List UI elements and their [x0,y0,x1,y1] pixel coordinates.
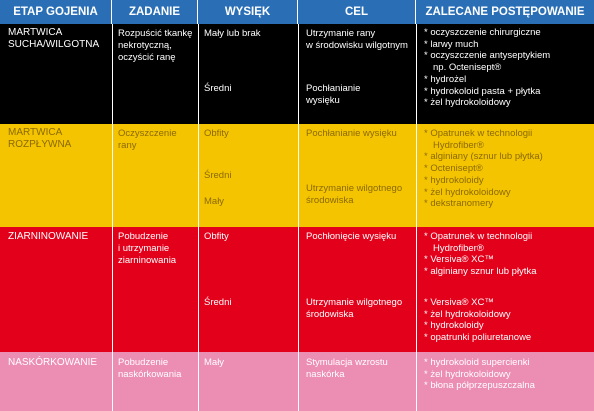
list-item: * żel hydrokoloidowy [424,368,511,380]
goal-1-line-2: w środowisku wilgotnym [306,40,408,51]
task-line-1: Pobudzenie [118,357,169,368]
goal-1-line-2: naskórka [306,369,345,380]
goal-2-line-2: wysięku [306,95,340,106]
list-item: * oczyszczenie antyseptykiem [424,50,551,62]
actions-list-2: * Versiva® XC™ * żel hydrokoloidowy * hy… [424,297,531,344]
goal-2-line-1: Utrzymanie wilgotnego [306,297,403,308]
goal-1: Pochłanianie wysięku [306,128,397,139]
list-item: * hydrożel [424,73,467,85]
row-ziarninowanie: ZIARNINOWANIE Pobudzenie i utrzymanie zi… [0,227,594,352]
header-recommended: ZALECANE POSTĘPOWANIE [425,6,585,18]
task-line-2: nekrotyczną, [118,40,172,51]
stage-line-1: MARTWICA [8,27,63,38]
list-item: * żel hydrokoloidowy [424,186,511,198]
exudate-2: Średni [204,170,232,181]
list-item: * Octenisept® [424,163,483,175]
list-item: * Opatrunek w technologii [424,231,533,242]
goal-1-line-1: Utrzymanie rany [306,28,376,39]
list-item: * hydrokoloidy [424,174,484,186]
task-line-1: Oczyszczenie [118,128,177,139]
exudate-1: Obfity [204,231,229,242]
actions-list: * hydrokoloid supercienki * żel hydrokol… [424,357,535,392]
list-item: * hydrokoloidy [424,320,484,332]
list-item: np. Octenisept® [433,62,502,74]
header-exudate: WYSIĘK [198,0,298,24]
table-header: ETAP GOJENIA ZADANIE WYSIĘK CEL ZALECANE… [0,0,594,24]
goal-1-line-1: Stymulacja wzrostu [306,357,388,368]
exudate-1: Mały [204,357,225,368]
header-goal: CEL [298,0,416,24]
goal-2-line-2: środowiska [306,195,354,206]
task-line-1: Rozpuścić tkankę [118,28,193,39]
list-item: * alginiany (sznur lub płytka) [424,151,543,163]
exudate-2: Średni [204,83,232,94]
stage-line-2: ROZPŁYWNA [8,139,72,150]
goal-2-line-1: Utrzymanie wilgotnego [306,183,403,194]
list-item: * Versiva® XC™ [424,297,494,308]
list-item: * opatrunki poliuretanowe [424,332,532,344]
exudate-2: Średni [204,297,232,308]
actions-list: * oczyszczenie chirurgiczne * larwy much… [424,27,550,109]
column-divider [198,24,199,411]
list-item: * hydrokoloid supercienki [424,357,530,368]
task-line-1: Pobudzenie [118,231,169,242]
goal-2-line-1: Pochłanianie [306,83,361,94]
list-item: Hydrofiber® [433,242,484,254]
list-item: * larwy much [424,38,479,50]
list-item: * oczyszczenie chirurgiczne [424,27,541,38]
exudate-3: Mały [204,196,225,207]
column-divider [298,24,299,411]
task-line-3: oczyścić ranę [118,52,176,63]
row-naskorkowanie: NASKÓRKOWANIE Pobudzenie naskórkowania M… [0,352,594,411]
task-line-3: ziarninowania [118,255,177,266]
row-martwica-sucha: MARTWICA SUCHA/WILGOTNA Rozpuścić tkankę… [0,24,594,124]
column-divider [112,24,113,411]
list-item: * Opatrunek w technologii [424,128,533,139]
task-line-2: rany [118,140,137,151]
header-task: ZADANIE [112,0,198,24]
task-line-2: naskórkowania [118,369,182,380]
actions-list: * Opatrunek w technologii Hydrofiber® * … [424,128,543,210]
list-item: * alginiany sznur lub płytka [424,266,537,278]
list-item: * hydrokoloid pasta + płytka [424,85,541,97]
actions-list-1: * Opatrunek w technologii Hydrofiber® * … [424,231,536,278]
task-line-2: i utrzymanie [118,243,170,254]
stage-line-2: SUCHA/WILGOTNA [8,39,100,50]
row-martwica-rozplywna: MARTWICA ROZPŁYWNA Oczyszczenie rany Obf… [0,124,594,227]
stage-line-1: MARTWICA [8,127,63,138]
exudate-1: Mały lub brak [204,28,261,39]
goal-2-line-2: środowiska [306,309,354,320]
list-item: * żel hydrokoloidowy [424,97,511,109]
stage: NASKÓRKOWANIE [8,357,98,368]
header-stage: ETAP GOJENIA [0,0,112,24]
stage: ZIARNINOWANIE [8,231,89,242]
goal-1: Pochłonięcie wysięku [306,231,397,242]
list-item: * Versiva® XC™ [424,254,494,266]
exudate-1: Obfity [204,128,229,139]
list-item: * żel hydrokoloidowy [424,308,511,320]
list-item: * błona półprzepuszczalna [424,380,535,392]
column-divider [416,24,417,411]
list-item: Hydrofiber® [433,139,484,151]
list-item: * dekstranomery [424,198,494,210]
